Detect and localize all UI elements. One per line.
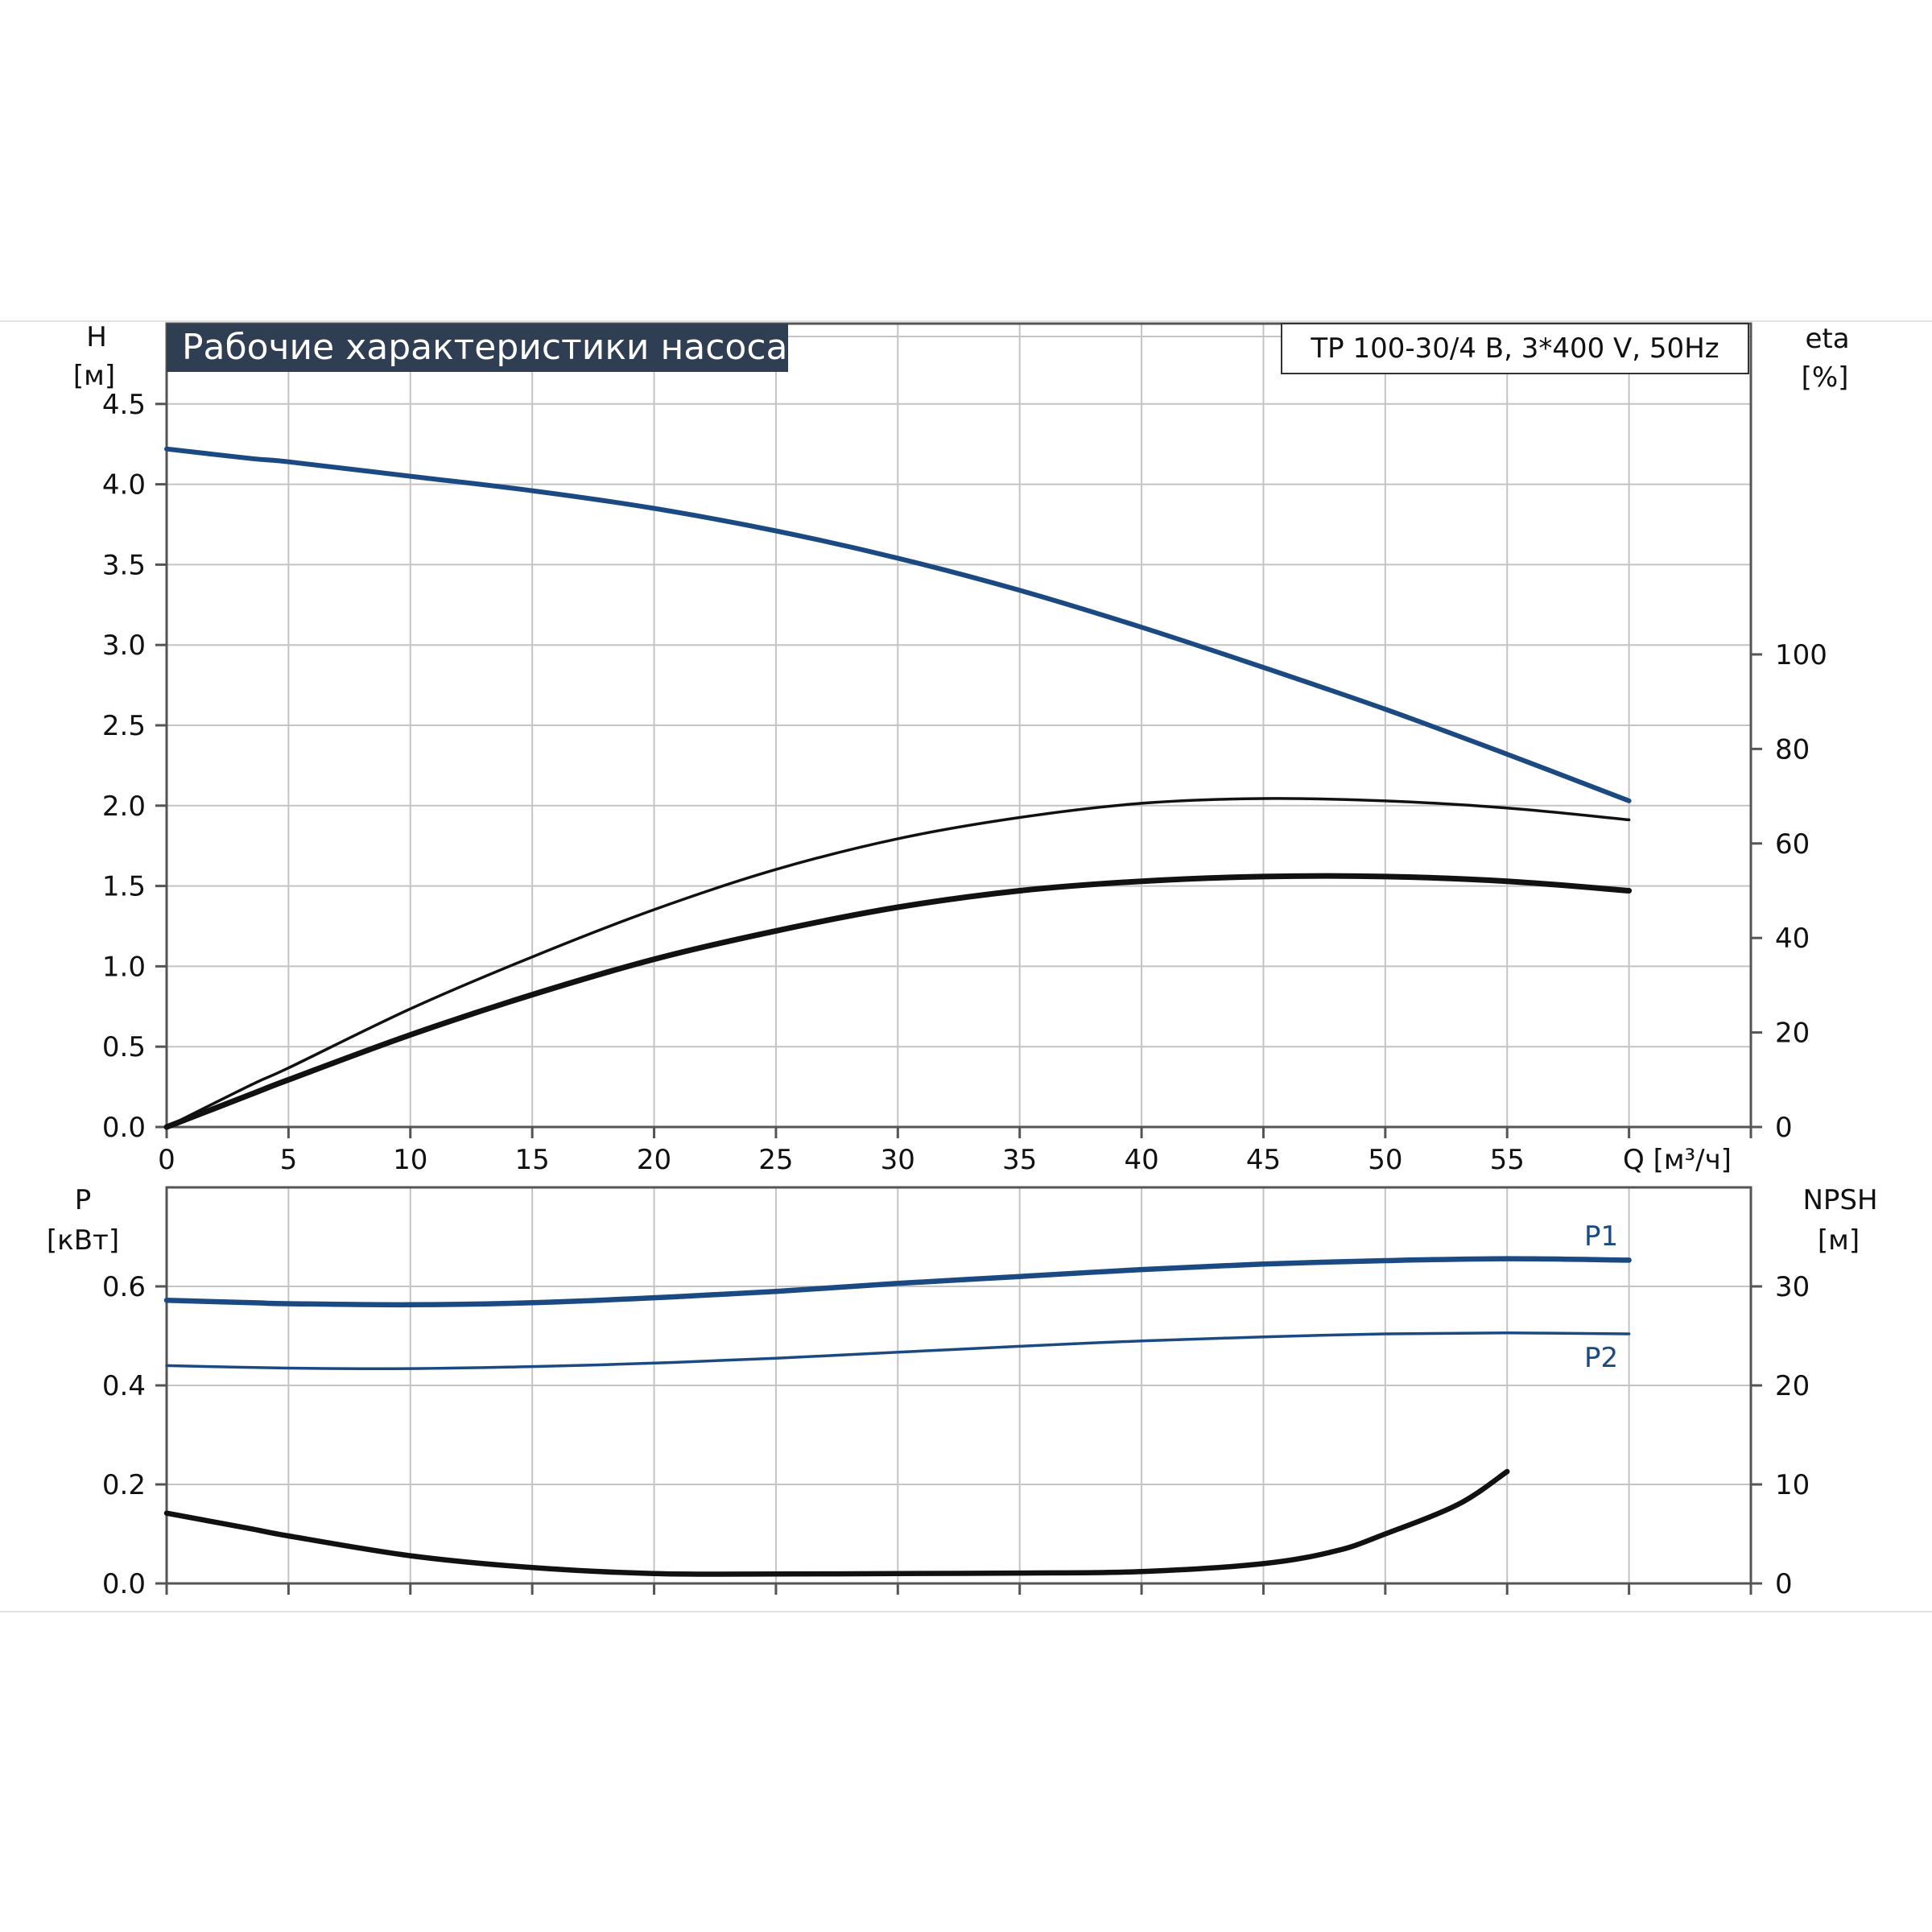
p-tick-label: 0.0: [102, 1568, 146, 1600]
p-axis-label-unit: [кВт]: [47, 1224, 119, 1257]
y-right-tick-label: 100: [1775, 639, 1827, 671]
y-left-tick-label: 3.5: [102, 549, 146, 581]
npsh-tick-label: 20: [1775, 1370, 1810, 1402]
p-tick-label: 0.2: [102, 1469, 146, 1501]
x-tick-label: 15: [515, 1144, 550, 1176]
series-layer: [163, 446, 1633, 1577]
y-right-tick-label: 0: [1775, 1112, 1793, 1144]
x-tick-label: 25: [758, 1144, 793, 1176]
series-line-head: [164, 446, 1632, 803]
y-right-tick-label: 80: [1775, 733, 1810, 766]
y-left-tick-label: 1.0: [102, 951, 146, 983]
x-tick-label: 5: [280, 1144, 298, 1176]
npsh-tick-label: 0: [1775, 1568, 1793, 1600]
p-tick-label: 0.6: [102, 1271, 146, 1303]
y-left-tick-label: 2.5: [102, 710, 146, 742]
y-left-tick-label: 0.5: [102, 1031, 146, 1063]
top-separator: [0, 320, 1932, 322]
y-left-tick-label: 4.5: [102, 389, 146, 421]
y-right-tick-label: 60: [1775, 828, 1810, 861]
x-tick-label: 50: [1368, 1144, 1402, 1176]
y-left-tick-label: 0.0: [102, 1112, 146, 1144]
npsh-axis-label-top: NPSH: [1802, 1184, 1877, 1216]
p-axis-label-top: P: [75, 1184, 92, 1216]
p-tick-label: 0.4: [102, 1370, 146, 1402]
model-box: [1281, 323, 1749, 374]
x-tick-label: 20: [637, 1144, 671, 1176]
model-label: TP 100-30/4 B, 3*400 V, 50Hz: [1310, 332, 1719, 365]
top-chart-ticks: 0.0 0.5 1.0 1.5 2.0 2.5 3.0 3.5 4.0 4.5 0 20 40 60 80 1…: [102, 389, 1827, 1176]
x-axis-label: Q [м³/ч]: [1623, 1144, 1732, 1176]
x-tick-label: 30: [881, 1144, 915, 1176]
y-left-label-top: H: [86, 321, 107, 353]
bottom-chart-ticks: 0.0 0.2 0.4 0.6 0 10 20 30: [102, 1271, 1810, 1600]
y-left-tick-label: 4.0: [102, 469, 146, 502]
title-box: [167, 324, 788, 372]
x-tick-label: 35: [1002, 1144, 1037, 1176]
x-tick-label: 40: [1124, 1144, 1158, 1176]
x-tick-label: 0: [158, 1144, 175, 1176]
x-tick-label: 55: [1490, 1144, 1525, 1176]
series-label-p1: P1: [1584, 1220, 1618, 1253]
series-line-npsh: [163, 1468, 1510, 1577]
y-left-tick-label: 1.5: [102, 871, 146, 903]
y-right-label-unit: [%]: [1802, 361, 1849, 394]
y-left-tick-label: 2.0: [102, 791, 146, 823]
y-right-tick-label: 20: [1775, 1018, 1810, 1050]
y-right-label-top: eta: [1805, 323, 1849, 355]
series-line-p2: [165, 1331, 1631, 1370]
series-line-eta-thin: [165, 797, 1631, 1129]
npsh-tick-label: 30: [1775, 1271, 1810, 1303]
bottom-separator: [0, 1611, 1932, 1612]
y-left-label-unit: [м]: [73, 360, 115, 392]
y-right-tick-label: 40: [1775, 923, 1810, 955]
top-chart-grid: [167, 324, 1751, 1127]
y-left-tick-label: 3.0: [102, 630, 146, 662]
x-tick-label: 10: [393, 1144, 427, 1176]
npsh-tick-label: 10: [1775, 1469, 1810, 1501]
chart-title: Рабочие характеристики насоса: [182, 327, 787, 368]
npsh-axis-label-unit: [м]: [1818, 1224, 1860, 1257]
series-line-eta-thick: [163, 873, 1633, 1130]
x-tick-label: 45: [1246, 1144, 1281, 1176]
bottom-chart-grid: [167, 1187, 1751, 1583]
series-line-p1: [163, 1256, 1632, 1308]
series-label-p2: P2: [1584, 1342, 1618, 1374]
